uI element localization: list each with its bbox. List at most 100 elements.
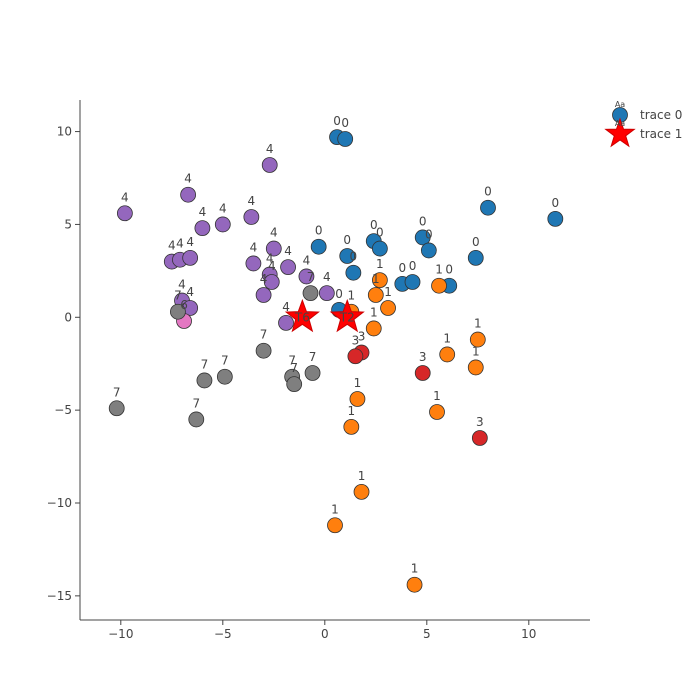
scatter-point — [337, 131, 354, 147]
point-label: 1 — [474, 317, 482, 331]
scatter-point — [182, 249, 199, 266]
scatter-point — [245, 255, 262, 272]
scatter-point — [278, 314, 294, 331]
point-label: 1 — [411, 562, 419, 576]
point-label: 6 — [180, 298, 188, 312]
point-label: 4 — [184, 172, 192, 186]
scatter-point — [194, 220, 211, 237]
scatter-point — [261, 157, 278, 173]
star-marker — [284, 298, 320, 333]
scatter-point — [439, 346, 456, 363]
scatter-point — [243, 209, 260, 225]
legend-star-icon — [604, 117, 636, 148]
point-label: 3 — [476, 415, 484, 429]
point-label: 1 — [443, 331, 451, 345]
point-label: 4 — [323, 270, 331, 284]
x-tick-label: 10 — [521, 627, 536, 641]
scatter-point — [406, 576, 423, 593]
scatter-point — [404, 274, 421, 290]
star-label: T6 — [294, 310, 310, 324]
point-label: 4 — [121, 190, 129, 204]
point-label: 7 — [288, 354, 296, 368]
y-tick-label: −5 — [54, 403, 72, 417]
point-label: 7 — [309, 350, 317, 364]
point-label: 0 — [343, 233, 351, 247]
point-label: 1 — [358, 469, 366, 483]
scatter-point — [170, 303, 186, 320]
point-label: 0 — [419, 214, 427, 228]
point-label: 4 — [270, 226, 278, 240]
legend-label: trace 0 — [640, 108, 682, 122]
scatter-point — [469, 331, 486, 348]
star-label: T2 — [339, 310, 355, 324]
scatter-point — [196, 372, 213, 389]
point-label: 4 — [250, 240, 258, 254]
point-label: 3 — [419, 350, 427, 364]
x-tick-label: 0 — [321, 627, 329, 641]
scatter-point — [467, 249, 484, 266]
scatter-point — [365, 320, 382, 337]
x-tick-label: −10 — [108, 627, 133, 641]
scatter-point — [310, 238, 327, 255]
point-label: 1 — [384, 285, 392, 299]
scatter-point — [304, 365, 321, 381]
point-label: 0 — [445, 263, 453, 277]
point-label: 1 — [354, 376, 362, 390]
point-label: 7 — [260, 328, 268, 342]
point-label: 1 — [376, 257, 384, 271]
point-label: 4 — [266, 142, 274, 156]
point-label: 7 — [307, 270, 315, 284]
point-label: 0 — [315, 224, 323, 238]
point-label: 1 — [372, 272, 380, 286]
scatter-point — [345, 264, 362, 281]
y-tick-label: 5 — [64, 217, 72, 231]
scatter-point — [467, 359, 484, 376]
point-label: 4 — [178, 278, 186, 292]
scatter-point — [471, 430, 488, 446]
scatter-point — [255, 342, 272, 359]
scatter-point — [298, 268, 315, 285]
point-label: 1 — [472, 344, 480, 358]
scatter-point — [327, 517, 343, 534]
scatter-point — [380, 300, 396, 316]
point-label: 4 — [268, 259, 276, 273]
scatter-point — [318, 285, 335, 302]
scatter-point — [347, 348, 364, 365]
point-label: 4 — [266, 252, 274, 266]
point-label: 0 — [335, 287, 343, 301]
point-label: 4 — [199, 205, 207, 219]
point-label: 1 — [433, 389, 441, 403]
scatter-point — [480, 199, 496, 216]
scatter-point — [286, 376, 303, 393]
point-label: 7 — [290, 361, 298, 375]
point-label: 7 — [221, 354, 229, 368]
point-label: 1 — [435, 263, 443, 277]
scatter-point — [280, 259, 296, 276]
point-label: 4 — [186, 285, 194, 299]
point-label: 7 — [174, 289, 182, 303]
point-label: 0 — [551, 196, 559, 210]
point-label: 1 — [347, 404, 355, 418]
scatter-point — [302, 285, 319, 302]
y-tick-label: −15 — [47, 589, 72, 603]
scatter-point — [188, 411, 205, 428]
point-label: 4 — [219, 201, 227, 215]
point-label: 7 — [201, 357, 209, 371]
scatter-point — [349, 391, 366, 407]
legend: Aa trace 0 Aa trace 1 — [604, 100, 682, 148]
legend-label: trace 1 — [640, 127, 682, 141]
point-label: 7 — [113, 385, 121, 399]
point-label: 0 — [398, 261, 406, 275]
x-tick-label: 5 — [423, 627, 431, 641]
point-label: 1 — [370, 305, 378, 319]
scatter-point — [367, 287, 384, 303]
point-label: 4 — [260, 272, 268, 286]
point-label: 4 — [284, 244, 292, 258]
point-label: 4 — [168, 239, 176, 253]
point-label: 0 — [341, 116, 349, 130]
point-label: 4 — [186, 235, 194, 249]
scatter-point — [414, 365, 431, 381]
scatter-point — [343, 418, 360, 435]
